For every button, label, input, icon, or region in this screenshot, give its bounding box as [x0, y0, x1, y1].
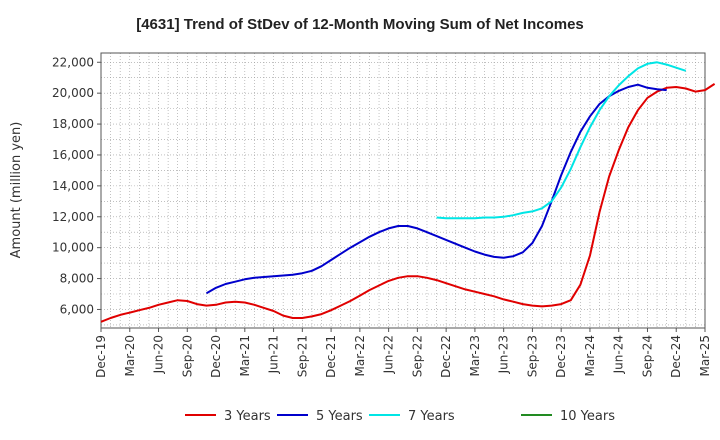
x-tick-label: Sep-22 — [410, 335, 424, 377]
legend-item: 7 Years — [369, 409, 455, 424]
legend-label: 3 Years — [224, 409, 271, 424]
y-tick-label: 18,000 — [52, 117, 94, 131]
legend-label: 10 Years — [560, 409, 615, 424]
y-axis-label: Amount (million yen) — [9, 122, 24, 259]
y-tick-label: 22,000 — [52, 55, 94, 69]
y-tick-label: 16,000 — [52, 148, 94, 162]
y-axis: 6,000 8,000 10,000 12,000 14,000 16,000 18,000… — [52, 55, 101, 316]
x-tick-label: Dec-21 — [324, 335, 338, 378]
x-tick-label: Mar-21 — [238, 335, 252, 376]
x-axis: Dec-19 Mar-20 Jun-20 Sep-20 Dec-20 Mar-21 Jun-… — [94, 328, 712, 378]
x-tick-label: Mar-24 — [583, 335, 597, 376]
x-tick-label: Sep-21 — [295, 335, 309, 377]
legend-item: 3 Years — [185, 409, 271, 424]
x-tick-label: Jun-21 — [267, 335, 281, 374]
x-tick-label: Mar-22 — [353, 335, 367, 376]
y-tick-label: 8,000 — [60, 272, 94, 286]
x-tick-label: Mar-23 — [468, 335, 482, 376]
series-line-7-years — [436, 61, 687, 220]
x-tick-label: Mar-25 — [698, 335, 712, 376]
legend-item: 5 Years — [277, 409, 363, 424]
series-line-3-years — [100, 83, 716, 323]
chart-title: [4631] Trend of StDev of 12-Month Moving… — [136, 16, 584, 33]
y-tick-label: 12,000 — [52, 210, 94, 224]
x-tick-label: Sep-24 — [640, 335, 654, 377]
x-tick-label: Jun-20 — [152, 335, 166, 374]
y-tick-label: 10,000 — [52, 241, 94, 255]
x-tick-label: Mar-20 — [123, 335, 137, 376]
series-line-5-years — [206, 83, 667, 295]
y-tick-label: 20,000 — [52, 86, 94, 100]
y-tick-label: 14,000 — [52, 179, 94, 193]
x-tick-label: Jun-22 — [382, 335, 396, 374]
x-tick-label: Jun-23 — [497, 335, 511, 374]
legend: 3 Years 5 Years 7 Years 10 Years — [185, 409, 615, 424]
legend-label: 7 Years — [408, 409, 455, 424]
legend-item: 10 Years — [521, 409, 615, 424]
x-tick-label: Dec-20 — [209, 335, 223, 378]
x-tick-label: Dec-22 — [439, 335, 453, 378]
x-tick-label: Dec-24 — [669, 335, 683, 378]
y-tick-label: 6,000 — [60, 302, 94, 316]
plot-frame — [100, 52, 706, 329]
x-tick-label: Dec-23 — [554, 335, 568, 378]
x-tick-label: Sep-23 — [525, 335, 539, 377]
x-tick-label: Jun-24 — [612, 335, 626, 374]
series-lines — [100, 61, 716, 323]
x-tick-label: Dec-19 — [94, 335, 108, 378]
legend-label: 5 Years — [316, 409, 363, 424]
x-tick-label: Sep-20 — [180, 335, 194, 377]
